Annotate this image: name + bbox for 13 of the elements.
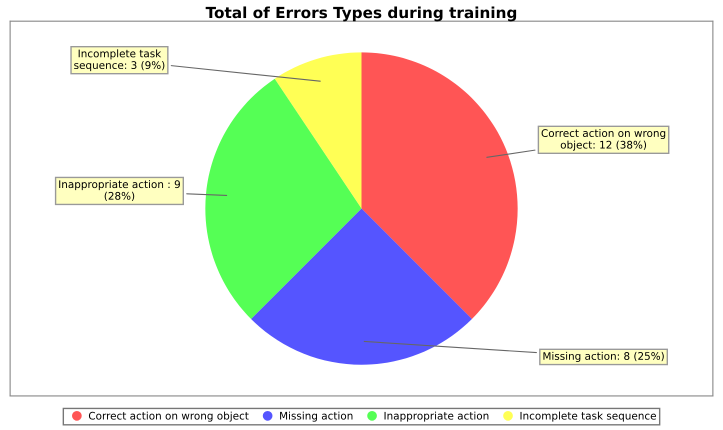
pie-slice — [362, 52, 518, 319]
pie-slice — [251, 208, 472, 365]
pie-slice — [205, 78, 362, 319]
legend-label: Incomplete task sequence — [520, 412, 656, 422]
data-label: Missing action: 8 (25%) — [543, 352, 664, 362]
legend-label: Inappropriate action — [384, 412, 488, 422]
legend-label: Missing action — [280, 412, 352, 422]
legend-label: Correct action on wrong object — [88, 412, 249, 422]
data-label: Correct action on wrong object: 12 (38%) — [542, 128, 666, 151]
chart-title: Total of Errors Types during training — [206, 6, 516, 22]
data-label: Incomplete task sequence: 3 (9%) — [74, 49, 164, 72]
pie-slice — [274, 52, 362, 209]
data-label: Inappropriate action : 9 (28%) — [59, 180, 180, 202]
